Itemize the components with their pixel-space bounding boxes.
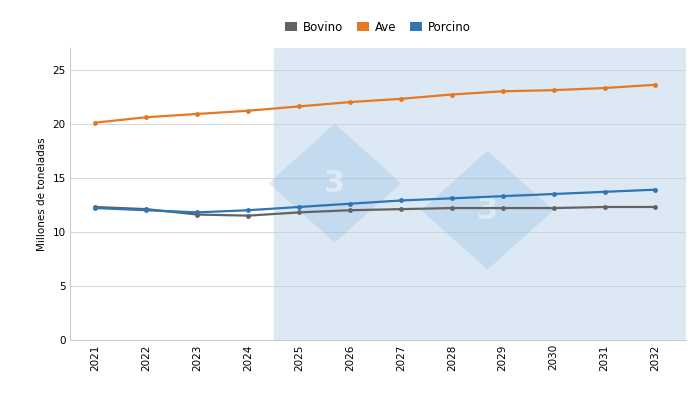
Ave bbox=[550, 88, 558, 92]
Ave bbox=[447, 92, 456, 97]
Bovino bbox=[550, 206, 558, 210]
Line: Bovino: Bovino bbox=[93, 204, 658, 218]
Porcino bbox=[651, 187, 659, 192]
Legend: Bovino, Ave, Porcino: Bovino, Ave, Porcino bbox=[280, 16, 476, 38]
Ave bbox=[142, 115, 150, 120]
Y-axis label: Millones de toneladas: Millones de toneladas bbox=[37, 137, 47, 251]
Ave bbox=[193, 112, 202, 116]
Porcino bbox=[601, 190, 609, 194]
Porcino bbox=[142, 208, 150, 213]
Text: 3: 3 bbox=[324, 169, 345, 198]
Bovino bbox=[346, 208, 354, 213]
Bovino bbox=[447, 206, 456, 210]
Bar bbox=[274, 48, 686, 340]
Polygon shape bbox=[269, 124, 401, 243]
Bovino bbox=[397, 207, 405, 212]
Bovino bbox=[295, 210, 303, 215]
Porcino bbox=[498, 194, 507, 198]
Bovino bbox=[193, 212, 202, 217]
Text: 3: 3 bbox=[477, 196, 498, 225]
Ave bbox=[651, 82, 659, 87]
Ave bbox=[498, 89, 507, 94]
Bovino bbox=[651, 204, 659, 209]
Bovino bbox=[91, 204, 99, 209]
Bovino bbox=[244, 213, 253, 218]
Ave bbox=[601, 86, 609, 90]
Ave bbox=[244, 108, 253, 113]
Bovino bbox=[498, 206, 507, 210]
Bovino bbox=[142, 207, 150, 212]
Porcino bbox=[193, 210, 202, 215]
Ave bbox=[346, 100, 354, 104]
Porcino bbox=[550, 192, 558, 196]
Porcino bbox=[244, 208, 253, 213]
Ave bbox=[91, 120, 99, 125]
Ave bbox=[295, 104, 303, 109]
Line: Porcino: Porcino bbox=[93, 187, 658, 215]
Porcino bbox=[346, 201, 354, 206]
Porcino bbox=[397, 198, 405, 203]
Porcino bbox=[447, 196, 456, 201]
Polygon shape bbox=[421, 151, 554, 270]
Porcino bbox=[91, 206, 99, 210]
Line: Ave: Ave bbox=[93, 82, 658, 125]
Porcino bbox=[295, 204, 303, 209]
Ave bbox=[397, 96, 405, 101]
Bovino bbox=[601, 204, 609, 209]
